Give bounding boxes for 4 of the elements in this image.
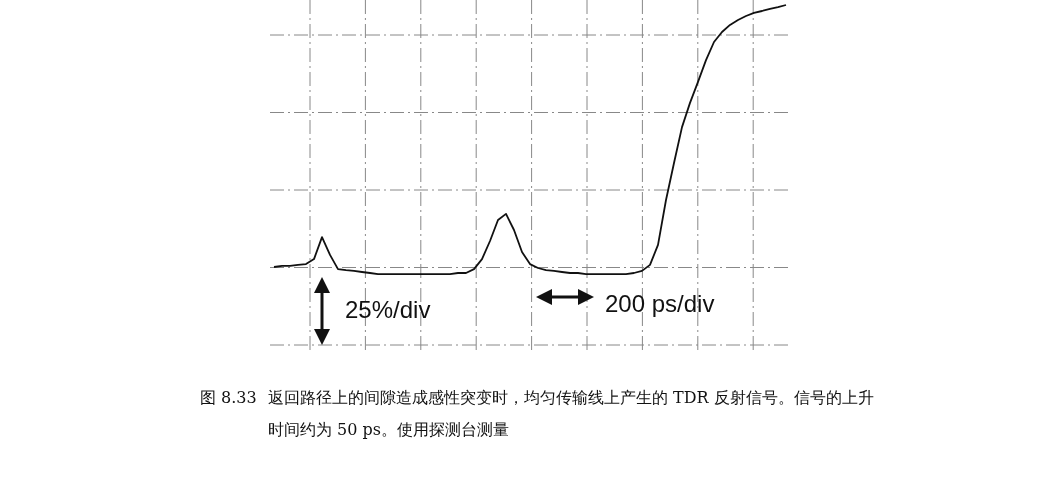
caption: 图 8.33: [200, 387, 257, 409]
text: 返回路径上的间隙造成感性突变时，均匀传输线上产生的 TDR 反射信号。信号的上升时间约为 50 ps。使用探测台测量: [268, 387, 875, 441]
text: 200 ps/div: [605, 290, 715, 317]
text: 25%/div: [345, 296, 431, 323]
